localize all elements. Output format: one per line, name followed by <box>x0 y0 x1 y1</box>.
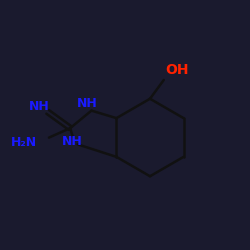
Text: OH: OH <box>166 63 189 77</box>
Text: H₂N: H₂N <box>11 136 37 149</box>
Text: NH: NH <box>77 97 98 110</box>
Text: NH: NH <box>29 100 50 113</box>
Text: NH: NH <box>62 136 83 148</box>
